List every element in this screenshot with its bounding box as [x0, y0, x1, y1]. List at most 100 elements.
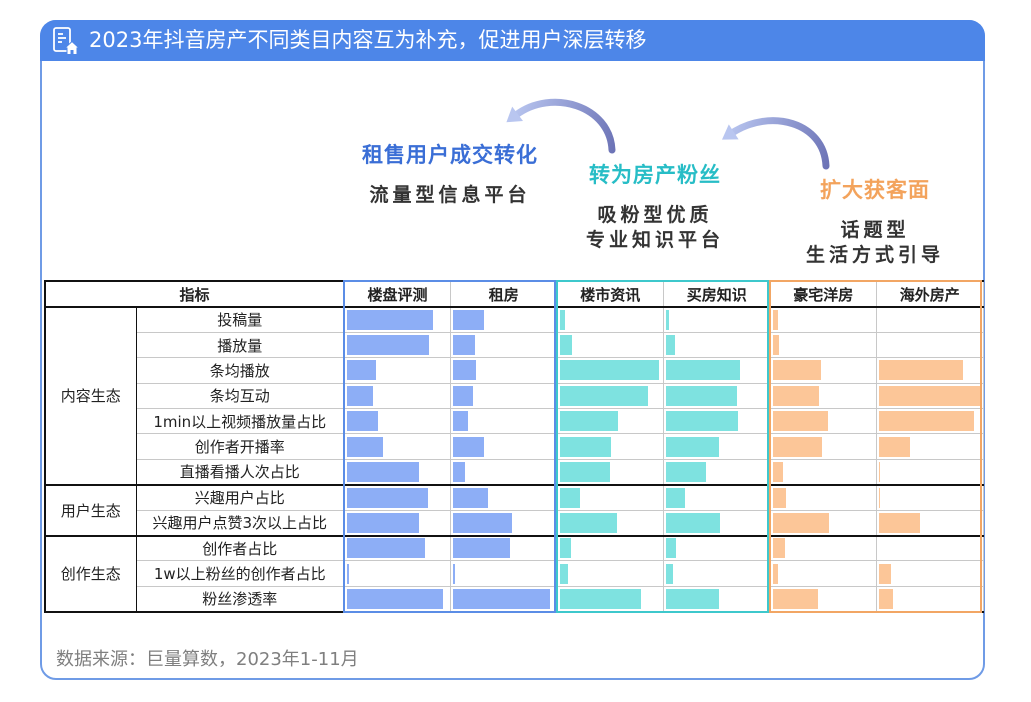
data-cell	[769, 331, 878, 359]
data-cell	[556, 408, 665, 435]
data-cell	[343, 560, 452, 587]
data-cell	[769, 357, 878, 384]
segment-reach: 扩大获客面 话题型 生活方式引导	[755, 176, 995, 268]
indicator-label: 播放量	[135, 331, 346, 359]
data-cell	[450, 509, 558, 537]
bar-col3-row8	[559, 487, 580, 508]
column-header: 买房知识	[663, 280, 771, 308]
table-body: 内容生态 投稿量 播放量 条均播放 条均互动 1min以上视频播放量占比 创作者开播率 直播看…	[44, 306, 984, 613]
data-cell	[343, 331, 452, 359]
bar-col2-row4	[453, 385, 474, 406]
data-cell	[450, 585, 558, 613]
data-cell	[343, 306, 452, 333]
data-cell	[663, 534, 771, 562]
bar-col3-row4	[559, 385, 648, 406]
data-cell	[343, 483, 452, 511]
bar-col4-row6	[666, 436, 719, 457]
column-header: 海外房产	[876, 280, 984, 308]
table-row: 创作者开播率	[45, 433, 984, 460]
bar-col1-row12	[347, 588, 443, 609]
data-cell	[556, 382, 665, 410]
data-cell	[450, 306, 558, 333]
curved-arrows	[506, 98, 830, 170]
bar-col3-row7	[559, 461, 611, 482]
data-cell	[769, 458, 878, 486]
data-cell	[663, 483, 771, 511]
data-cell	[556, 560, 665, 587]
data-cell	[343, 382, 452, 410]
bar-col3-row12	[559, 588, 641, 609]
table-row: 兴趣用户点赞3次以上占比	[45, 509, 984, 537]
bar-col5-row7	[772, 461, 783, 482]
data-cell	[769, 408, 878, 435]
data-cell	[663, 458, 771, 486]
bar-col6-row6	[879, 436, 911, 457]
data-cell	[876, 357, 984, 384]
bar-col2-row12	[453, 588, 551, 609]
data-cell	[556, 458, 665, 486]
data-cell	[343, 433, 452, 460]
header-bar	[40, 20, 985, 61]
data-cell	[769, 382, 878, 410]
indicator-table: 指标 楼盘评测 租房 楼市资讯 买房知识 豪宅洋房 海外房产 内容生态 投稿量 播放…	[43, 280, 984, 613]
segment-headline: 扩大获客面	[820, 178, 930, 202]
bar-col3-row6	[559, 436, 612, 457]
building-document-icon	[53, 27, 81, 55]
bar-col6-row8	[879, 487, 881, 508]
segment-transaction: 租售用户成交转化 流量型信息平台	[330, 141, 570, 208]
table-row: 创作生态 创作者占比	[44, 534, 984, 613]
data-cell	[343, 408, 452, 435]
data-cell	[450, 357, 558, 384]
indicator-label: 1min以上视频播放量占比	[135, 408, 346, 435]
indicator-label: 兴趣用户占比	[135, 483, 346, 511]
data-cell	[450, 331, 558, 359]
segment-desc-line: 吸粉型优质	[597, 204, 713, 226]
indicator-table-wrap: 指标 楼盘评测 租房 楼市资讯 买房知识 豪宅洋房 海外房产 内容生态 投稿量 播放…	[43, 280, 984, 613]
data-cell	[663, 433, 771, 460]
table-header-row: 指标 楼盘评测 租房 楼市资讯 买房知识 豪宅洋房 海外房产	[43, 280, 984, 308]
bar-col2-row1	[453, 309, 485, 330]
bar-col2-row11	[453, 563, 456, 584]
data-cell	[876, 585, 984, 613]
data-source-note: 数据来源：巨量算数，2023年1-11月	[56, 649, 359, 670]
data-cell	[663, 382, 771, 410]
curved-arrow-left-icon	[506, 98, 616, 154]
bar-col4-row3	[666, 360, 741, 381]
segment-headline: 转为房产粉丝	[589, 163, 721, 187]
bar-col3-row11	[559, 563, 568, 584]
bar-col2-row10	[453, 538, 510, 559]
curved-arrow-left-icon	[722, 117, 830, 170]
bar-col5-row9	[772, 512, 830, 533]
data-cell	[876, 331, 984, 359]
column-header: 楼市资讯	[556, 280, 665, 308]
data-cell	[876, 433, 984, 460]
bar-col4-row4	[666, 385, 738, 406]
bar-col1-row6	[347, 436, 384, 457]
bar-col1-row8	[347, 487, 428, 508]
data-cell	[769, 534, 878, 562]
bar-col6-row4	[879, 385, 981, 406]
table-row: 1min以上视频播放量占比	[45, 408, 984, 435]
column-header: 租房	[450, 280, 558, 308]
data-cell	[876, 408, 984, 435]
table-row: 内容生态 投稿量	[44, 306, 984, 486]
indicator-header: 指标	[43, 280, 346, 308]
data-cell	[556, 331, 665, 359]
bar-col5-row12	[772, 588, 819, 609]
data-cell	[876, 458, 984, 486]
segment-desc-line: 专业知识平台	[585, 229, 724, 251]
indicator-label: 投稿量	[135, 306, 346, 333]
data-cell	[663, 408, 771, 435]
bar-col5-row1	[772, 309, 778, 330]
data-cell	[769, 585, 878, 613]
bar-col3-row2	[559, 335, 572, 356]
bar-col2-row8	[453, 487, 488, 508]
bar-col4-row1	[666, 309, 670, 330]
bar-col1-row10	[347, 538, 425, 559]
bar-col1-row1	[347, 309, 433, 330]
data-cell	[556, 509, 665, 537]
data-cell	[663, 306, 771, 333]
page-title: 2023年抖音房产不同类目内容互为补充，促进用户深层转移	[89, 28, 647, 52]
bar-col1-row11	[347, 563, 350, 584]
data-cell	[876, 534, 984, 562]
